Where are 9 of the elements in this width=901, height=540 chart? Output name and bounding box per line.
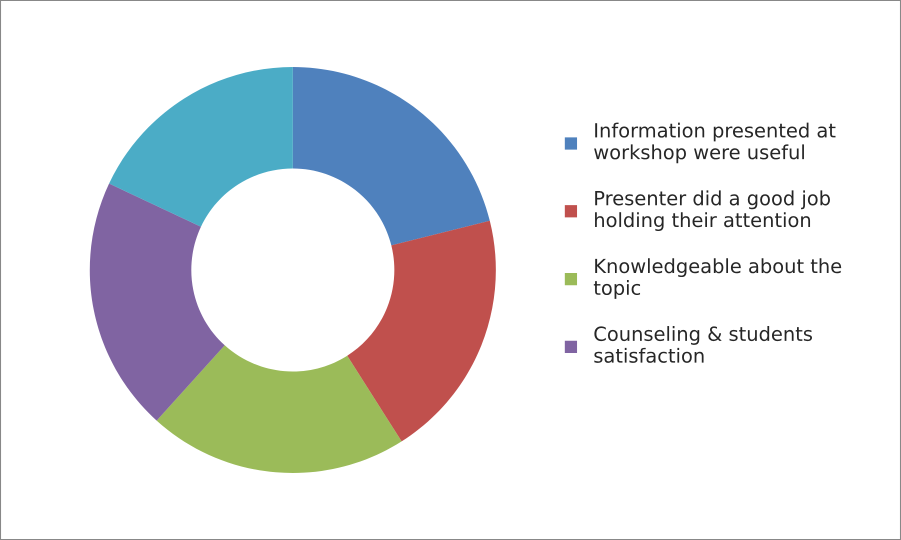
donut-slice <box>347 220 496 442</box>
legend-label: Information presented at workshop were useful <box>594 122 836 164</box>
legend-label: Knowledgeable about the topic <box>594 258 842 299</box>
legend-label: Presenter did a good job holding their attention <box>595 190 830 232</box>
donut-slice <box>156 345 402 473</box>
legend-label: Counseling & students satisfaction <box>594 326 812 363</box>
donut-slice <box>90 184 225 421</box>
donut-slice <box>292 66 490 246</box>
donut-slice <box>109 66 293 227</box>
